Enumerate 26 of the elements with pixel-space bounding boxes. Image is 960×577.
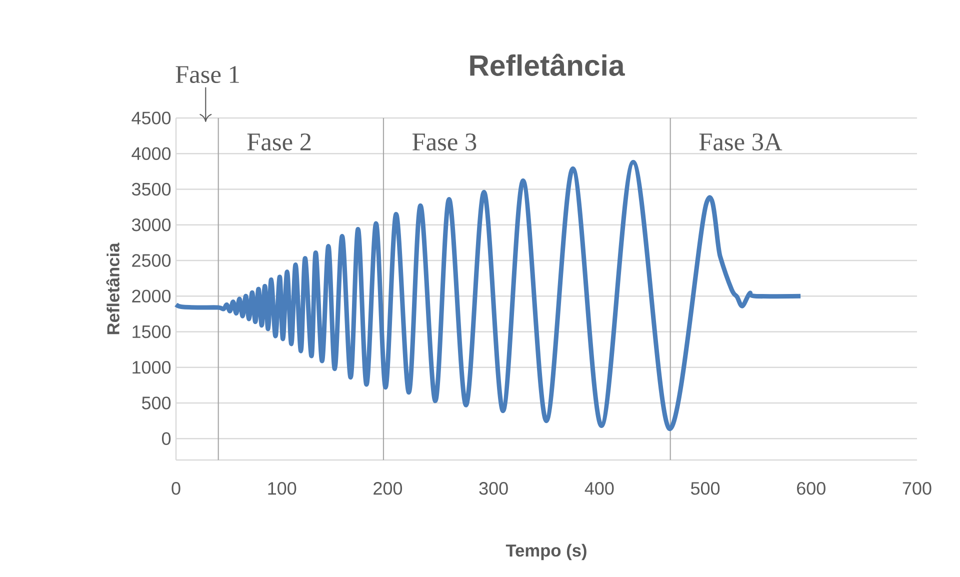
annotation: Fase 2 xyxy=(247,133,311,151)
annotation: Fase 3A xyxy=(699,133,782,151)
text: Fase 1 xyxy=(176,66,239,84)
y-tick-label: 4000 xyxy=(132,147,171,160)
y-tick-label: 1500 xyxy=(132,325,171,338)
y-tick-label: 0 xyxy=(162,432,171,445)
x-tick-label: 300 xyxy=(479,482,508,495)
chart-title: Refletância xyxy=(470,54,625,76)
x-tick-label: 200 xyxy=(374,482,402,495)
x-tick-label: 700 xyxy=(902,482,932,495)
x-tick-label: 100 xyxy=(268,482,296,495)
x-tick-label: 600 xyxy=(797,482,826,495)
annotation: Fase 3 xyxy=(412,133,476,151)
y-tick-label: 2000 xyxy=(132,290,171,302)
x-tick-label: 0 xyxy=(172,482,180,495)
y-tick-label: 3000 xyxy=(132,218,171,232)
y-tick-label: 4500 xyxy=(132,112,171,124)
x-tick-label: 400 xyxy=(584,482,614,495)
line-series xyxy=(174,160,803,431)
x-tick-label: 500 xyxy=(690,482,720,495)
y-tick-label: 500 xyxy=(142,396,171,410)
y-tick-label: 1000 xyxy=(132,360,171,374)
y-axis-title: Refletância xyxy=(106,242,120,334)
x-axis-title: Tempo (s) xyxy=(506,544,586,560)
y-tick-label: 3500 xyxy=(132,182,171,196)
y-tick-label: 2500 xyxy=(132,254,171,267)
